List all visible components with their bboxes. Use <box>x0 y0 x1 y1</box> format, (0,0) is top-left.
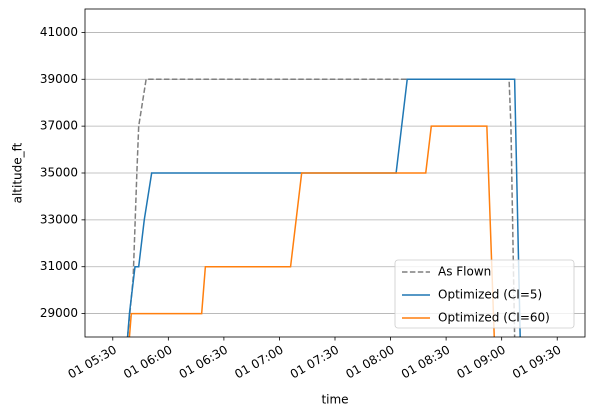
y-tick-label: 35000 <box>40 166 78 180</box>
y-tick-label: 29000 <box>40 306 78 320</box>
y-axis-label: altitude_ft <box>11 142 25 203</box>
series-line <box>128 125 496 337</box>
plot-lines <box>126 78 521 337</box>
x-tick-label: 01 09:30 <box>510 343 563 382</box>
series-line <box>126 78 521 337</box>
x-axis-label: time <box>321 393 348 407</box>
y-tick-label: 39000 <box>40 72 78 86</box>
plot-frame <box>84 8 586 338</box>
x-tick-label: 01 09:00 <box>454 343 507 382</box>
y-tick-label: 31000 <box>40 259 78 273</box>
y-tick-label: 41000 <box>40 25 78 39</box>
legend-label: As Flown <box>438 265 491 279</box>
x-tick-label: 01 07:00 <box>232 343 285 382</box>
legend-label: Optimized (CI=5) <box>438 288 542 302</box>
x-tick-label: 01 08:00 <box>343 343 396 382</box>
x-tick-label: 01 06:00 <box>121 343 174 382</box>
series-line <box>126 78 516 337</box>
legend-label: Optimized (CI=60) <box>438 311 550 325</box>
x-tick-label: 01 06:30 <box>177 343 230 382</box>
x-tick-label: 01 07:30 <box>288 343 341 382</box>
x-tick-label: 01 05:30 <box>66 343 119 382</box>
y-tick-label: 37000 <box>40 119 78 133</box>
y-tick-label: 33000 <box>40 212 78 226</box>
x-tick-label: 01 08:30 <box>399 343 452 382</box>
legend-box <box>394 259 575 329</box>
